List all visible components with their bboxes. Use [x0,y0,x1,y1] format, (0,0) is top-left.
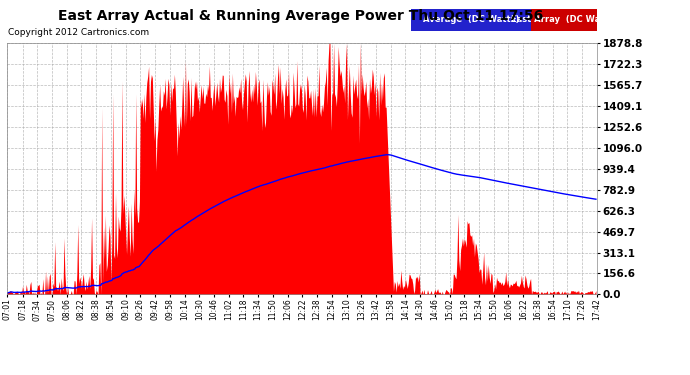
Text: East Array Actual & Running Average Power Thu Oct 11 17:56: East Array Actual & Running Average Powe… [57,9,543,23]
Text: East Array  (DC Watts): East Array (DC Watts) [511,15,617,24]
Text: Average  (DC Watts): Average (DC Watts) [423,15,519,24]
Text: Copyright 2012 Cartronics.com: Copyright 2012 Cartronics.com [8,28,150,37]
